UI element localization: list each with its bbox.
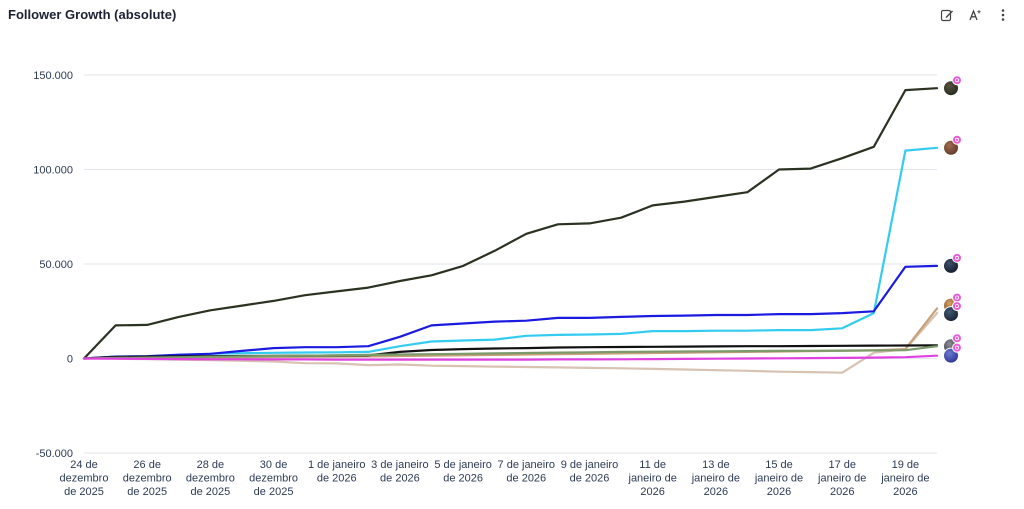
instagram-badge-icon: [952, 292, 962, 303]
instagram-badge-lens: [955, 345, 960, 350]
instagram-badge-icon: [952, 342, 962, 353]
instagram-badge-lens: [955, 295, 960, 300]
instagram-badge-icon: [952, 252, 962, 263]
instagram-badge-lens: [955, 78, 960, 83]
series-line-3[interactable]: [82, 264, 939, 360]
series-line-2[interactable]: [82, 146, 939, 360]
instagram-badge-icon: [952, 301, 962, 312]
grid: [84, 74, 937, 454]
instagram-badge-lens: [955, 304, 960, 309]
x-tick-label: 24 de dezembro de 2025: [60, 459, 109, 498]
x-tick-label: 17 de janeiro de 2026: [817, 459, 866, 498]
series-line-1[interactable]: [82, 87, 939, 360]
x-tick-label: 15 de janeiro de 2026: [754, 459, 803, 498]
x-tick-label: 19 de janeiro de 2026: [880, 459, 929, 498]
x-tick-label: 26 de dezembro de 2025: [123, 459, 172, 498]
instagram-badge-icon: [952, 75, 962, 86]
x-tick-label: 11 de janeiro de 2026: [628, 459, 677, 498]
series-line-8[interactable]: [82, 354, 939, 361]
more-vertical-icon[interactable]: [994, 6, 1012, 24]
edit-icon[interactable]: [938, 6, 956, 24]
series: [82, 87, 939, 374]
y-axis: 150.000 100.000 50.000 0 -50.000: [33, 70, 73, 460]
x-tick-label: 30 de dezembro de 2025: [249, 459, 298, 498]
series-line-4[interactable]: [82, 312, 939, 374]
series-line-7[interactable]: [82, 345, 939, 360]
end-markers: [943, 75, 962, 364]
x-tick-label: 1 de janeiro de 2026: [308, 459, 366, 485]
instagram-badge-icon: [952, 134, 962, 145]
instagram-badge-icon: [952, 333, 962, 344]
x-tick-label: 9 de janeiro de 2026: [561, 459, 619, 485]
x-tick-label: 3 de janeiro de 2026: [371, 459, 429, 485]
y-tick-label: -50.000: [36, 448, 73, 460]
instagram-badge-lens: [955, 255, 960, 260]
instagram-badge-lens: [955, 336, 960, 341]
x-tick-label: 5 de janeiro de 2026: [434, 459, 492, 485]
x-tick-label: 28 de dezembro de 2025: [186, 459, 235, 498]
instagram-badge-lens: [955, 137, 960, 142]
x-axis: 24 de dezembro de 2025 26 de dezembro de 2025…: [60, 459, 930, 498]
y-tick-label: 50.000: [39, 259, 73, 271]
y-tick-label: 0: [67, 354, 73, 366]
panel-title: Follower Growth (absolute): [8, 7, 177, 22]
panel-toolbar: [938, 6, 1012, 24]
y-tick-label: 100.000: [33, 165, 73, 177]
y-tick-label: 150.000: [33, 70, 73, 82]
x-tick-label: 13 de janeiro de 2026: [691, 459, 740, 498]
ai-icon[interactable]: [966, 6, 984, 24]
x-tick-label: 7 de janeiro de 2026: [498, 459, 556, 485]
